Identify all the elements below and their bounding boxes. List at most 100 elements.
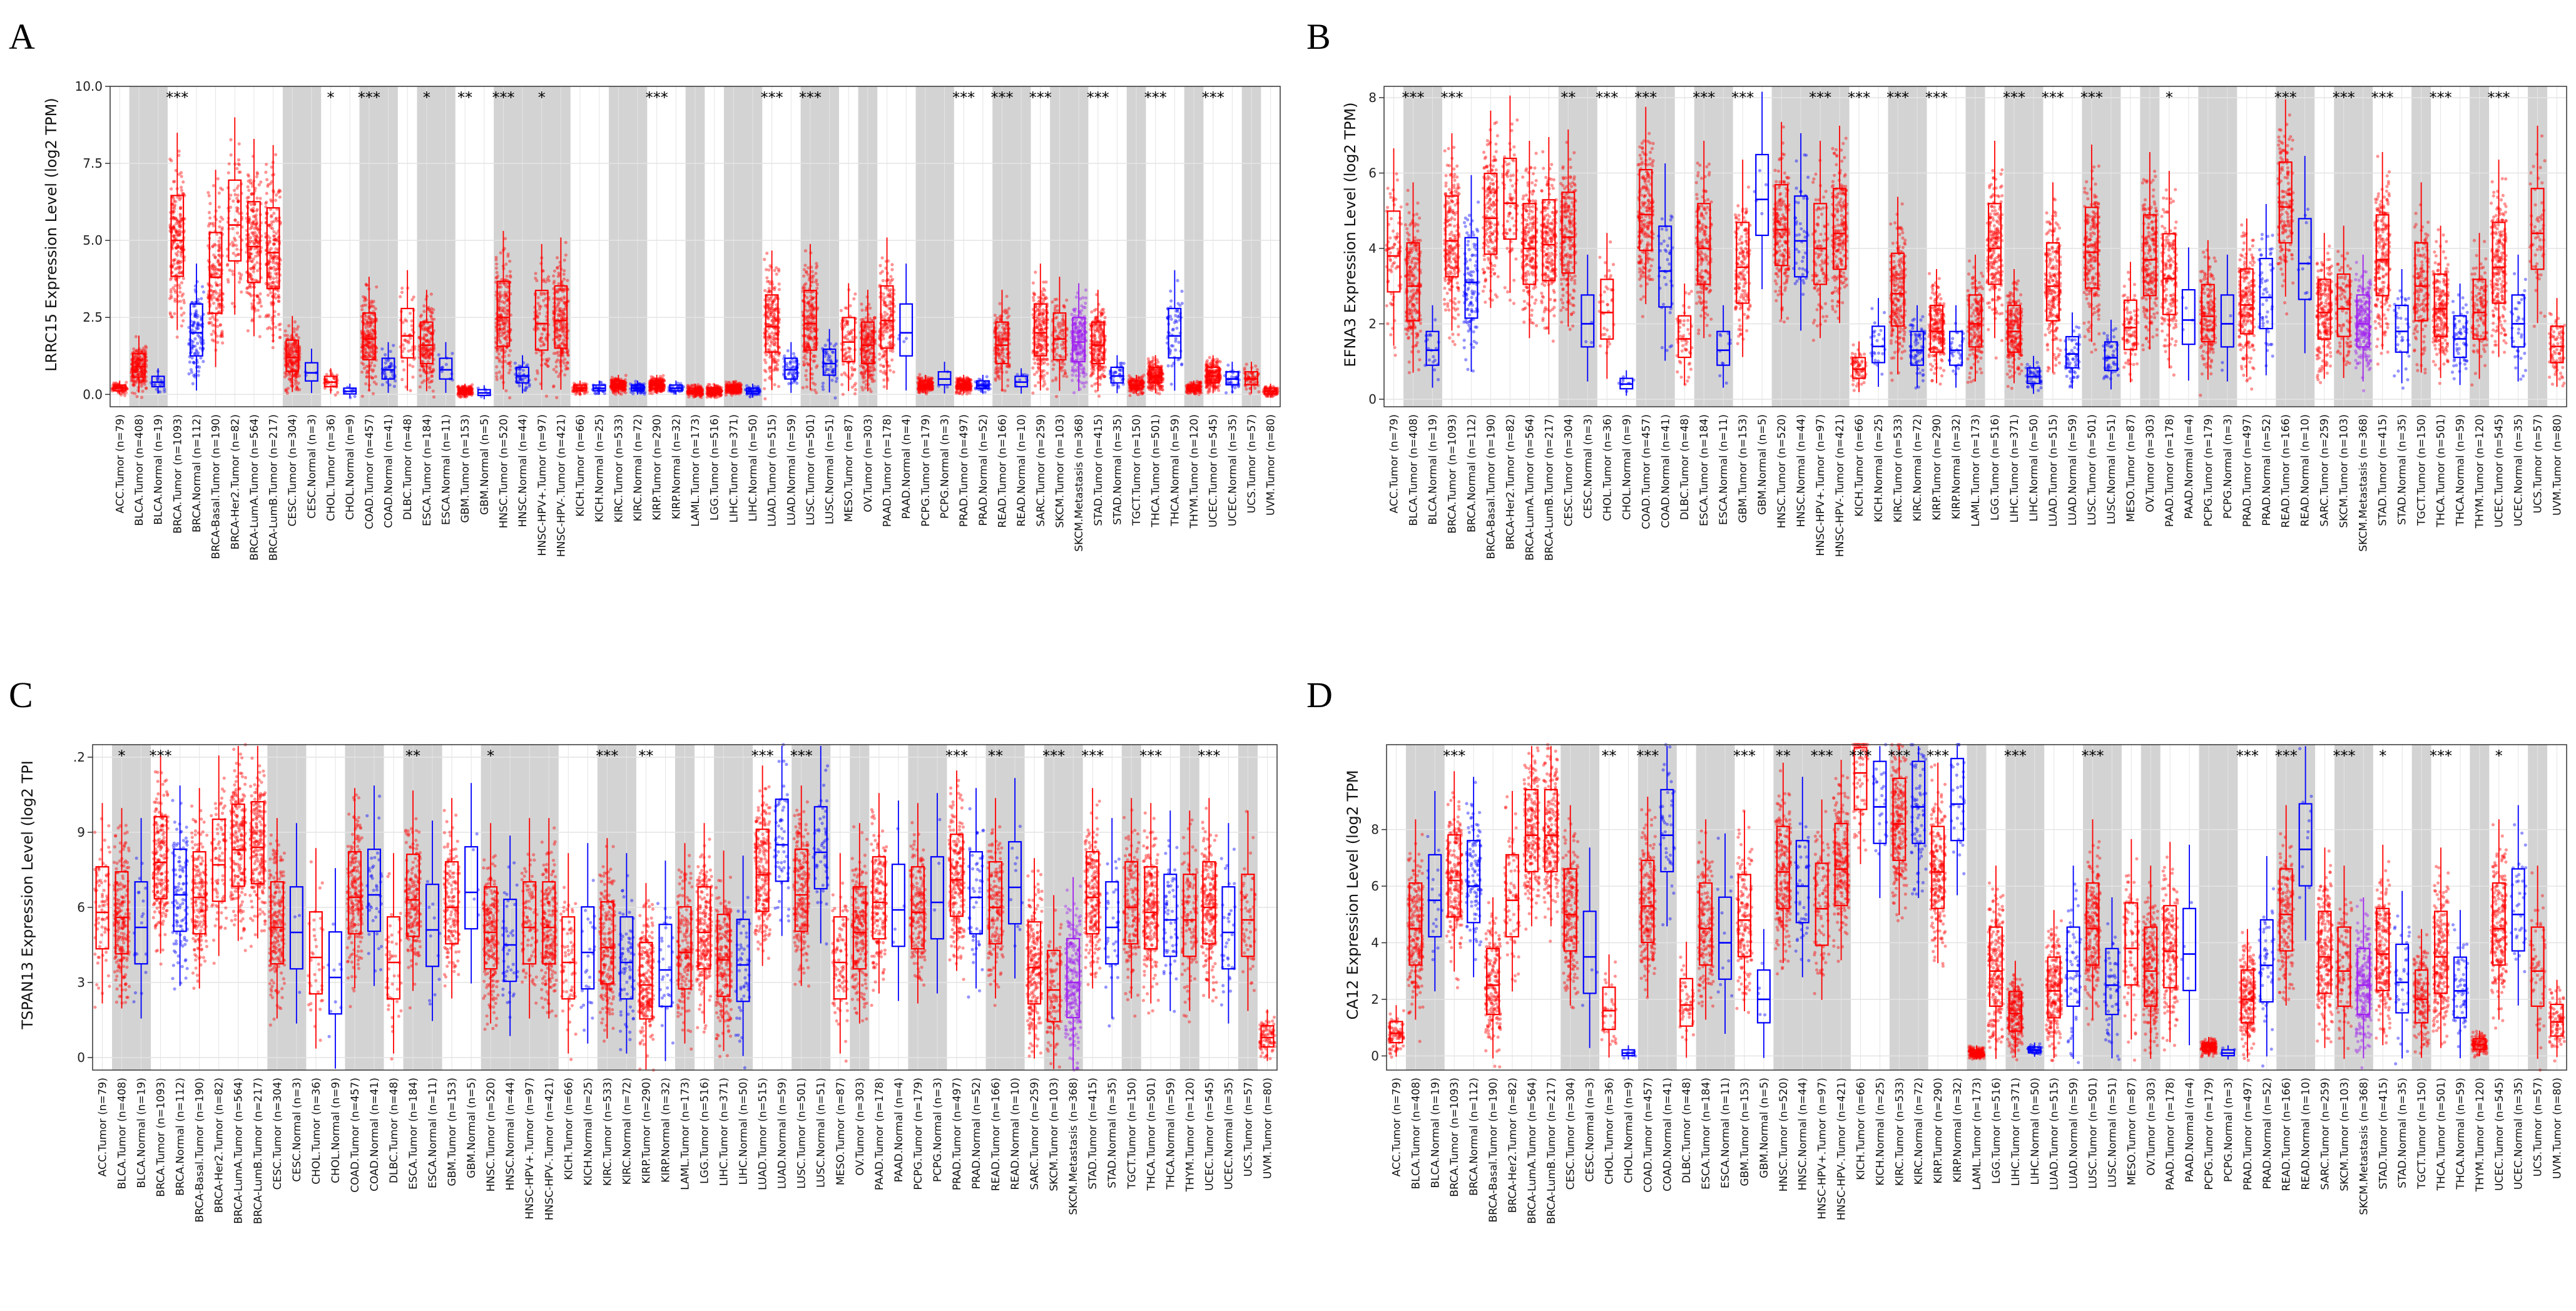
data-point <box>192 305 195 308</box>
data-point <box>178 286 181 289</box>
data-point <box>131 391 134 394</box>
data-point <box>201 285 204 288</box>
data-point <box>235 167 238 170</box>
data-point <box>172 259 175 262</box>
data-point <box>201 360 205 363</box>
data-point <box>178 271 181 274</box>
data-point <box>196 298 200 301</box>
data-point <box>238 163 241 166</box>
y-axis-label: LRRC15 Expression Level (log2 TPM) <box>43 98 60 371</box>
data-point <box>230 153 233 156</box>
data-point <box>181 319 185 322</box>
data-point <box>197 370 200 373</box>
data-point <box>235 244 238 247</box>
data-point <box>231 227 234 230</box>
data-point <box>216 272 219 275</box>
data-point <box>248 293 252 296</box>
data-point <box>229 138 232 141</box>
data-point <box>135 335 138 338</box>
data-point <box>246 196 249 200</box>
data-point <box>245 291 248 294</box>
data-point <box>123 394 126 397</box>
data-point <box>188 360 191 364</box>
data-point <box>207 224 210 227</box>
data-point <box>141 357 145 360</box>
data-point <box>145 387 148 390</box>
data-point <box>257 309 260 312</box>
data-point <box>170 159 173 162</box>
data-point <box>202 290 205 293</box>
data-point <box>135 363 138 366</box>
data-point <box>255 175 258 178</box>
data-point <box>218 220 221 223</box>
data-point <box>235 196 238 200</box>
data-point <box>195 326 198 329</box>
data-point <box>143 383 146 386</box>
data-point <box>180 324 183 327</box>
data-point <box>173 288 176 292</box>
data-point <box>237 200 240 203</box>
data-point <box>255 196 258 200</box>
data-point <box>174 267 177 270</box>
data-point <box>208 217 211 220</box>
data-point <box>153 383 156 386</box>
data-point <box>219 186 222 190</box>
data-point <box>179 266 182 269</box>
data-point <box>158 390 161 394</box>
data-point <box>178 283 181 287</box>
data-point <box>232 252 235 255</box>
data-point <box>196 321 200 324</box>
data-point <box>169 313 172 316</box>
data-point <box>255 171 258 174</box>
data-point <box>250 192 253 195</box>
data-point <box>218 205 221 208</box>
data-point <box>210 333 213 336</box>
data-point <box>179 207 182 210</box>
data-point <box>239 275 242 278</box>
data-point <box>252 270 255 273</box>
data-point <box>140 382 143 385</box>
data-point <box>232 273 235 276</box>
data-point <box>208 194 211 197</box>
data-point <box>233 237 236 240</box>
shade-band-hnsc <box>494 86 571 407</box>
data-point <box>138 355 141 358</box>
data-point <box>233 193 237 196</box>
data-point <box>247 185 250 188</box>
data-point <box>221 330 224 333</box>
data-point <box>216 298 219 302</box>
data-point <box>180 307 183 310</box>
data-point <box>260 305 263 308</box>
data-point <box>171 234 175 237</box>
data-point <box>235 186 238 190</box>
data-point <box>177 259 180 262</box>
data-point <box>170 288 173 291</box>
data-point <box>207 321 210 324</box>
data-point <box>182 277 185 280</box>
data-point <box>211 315 214 319</box>
data-point <box>191 382 195 385</box>
figure: A LRRC15 Expression Level (log2 TPM) 0.0… <box>0 0 2576 1311</box>
data-point <box>233 189 236 192</box>
data-point <box>180 281 183 284</box>
data-point <box>237 171 240 174</box>
data-point <box>182 298 185 302</box>
data-point <box>228 268 231 272</box>
data-point <box>250 260 253 263</box>
data-point <box>247 189 250 192</box>
data-point <box>236 210 239 213</box>
data-point <box>193 337 196 340</box>
data-point <box>232 244 235 247</box>
data-point <box>210 285 213 288</box>
data-point <box>220 228 223 231</box>
data-point <box>180 171 183 174</box>
data-point <box>191 340 195 344</box>
data-point <box>211 324 214 327</box>
data-point <box>191 324 194 327</box>
data-point <box>213 243 216 246</box>
shade-band-pcpg <box>916 86 954 407</box>
data-point <box>175 252 178 255</box>
data-point <box>176 233 180 237</box>
data-point <box>258 335 262 338</box>
data-point <box>237 253 240 256</box>
